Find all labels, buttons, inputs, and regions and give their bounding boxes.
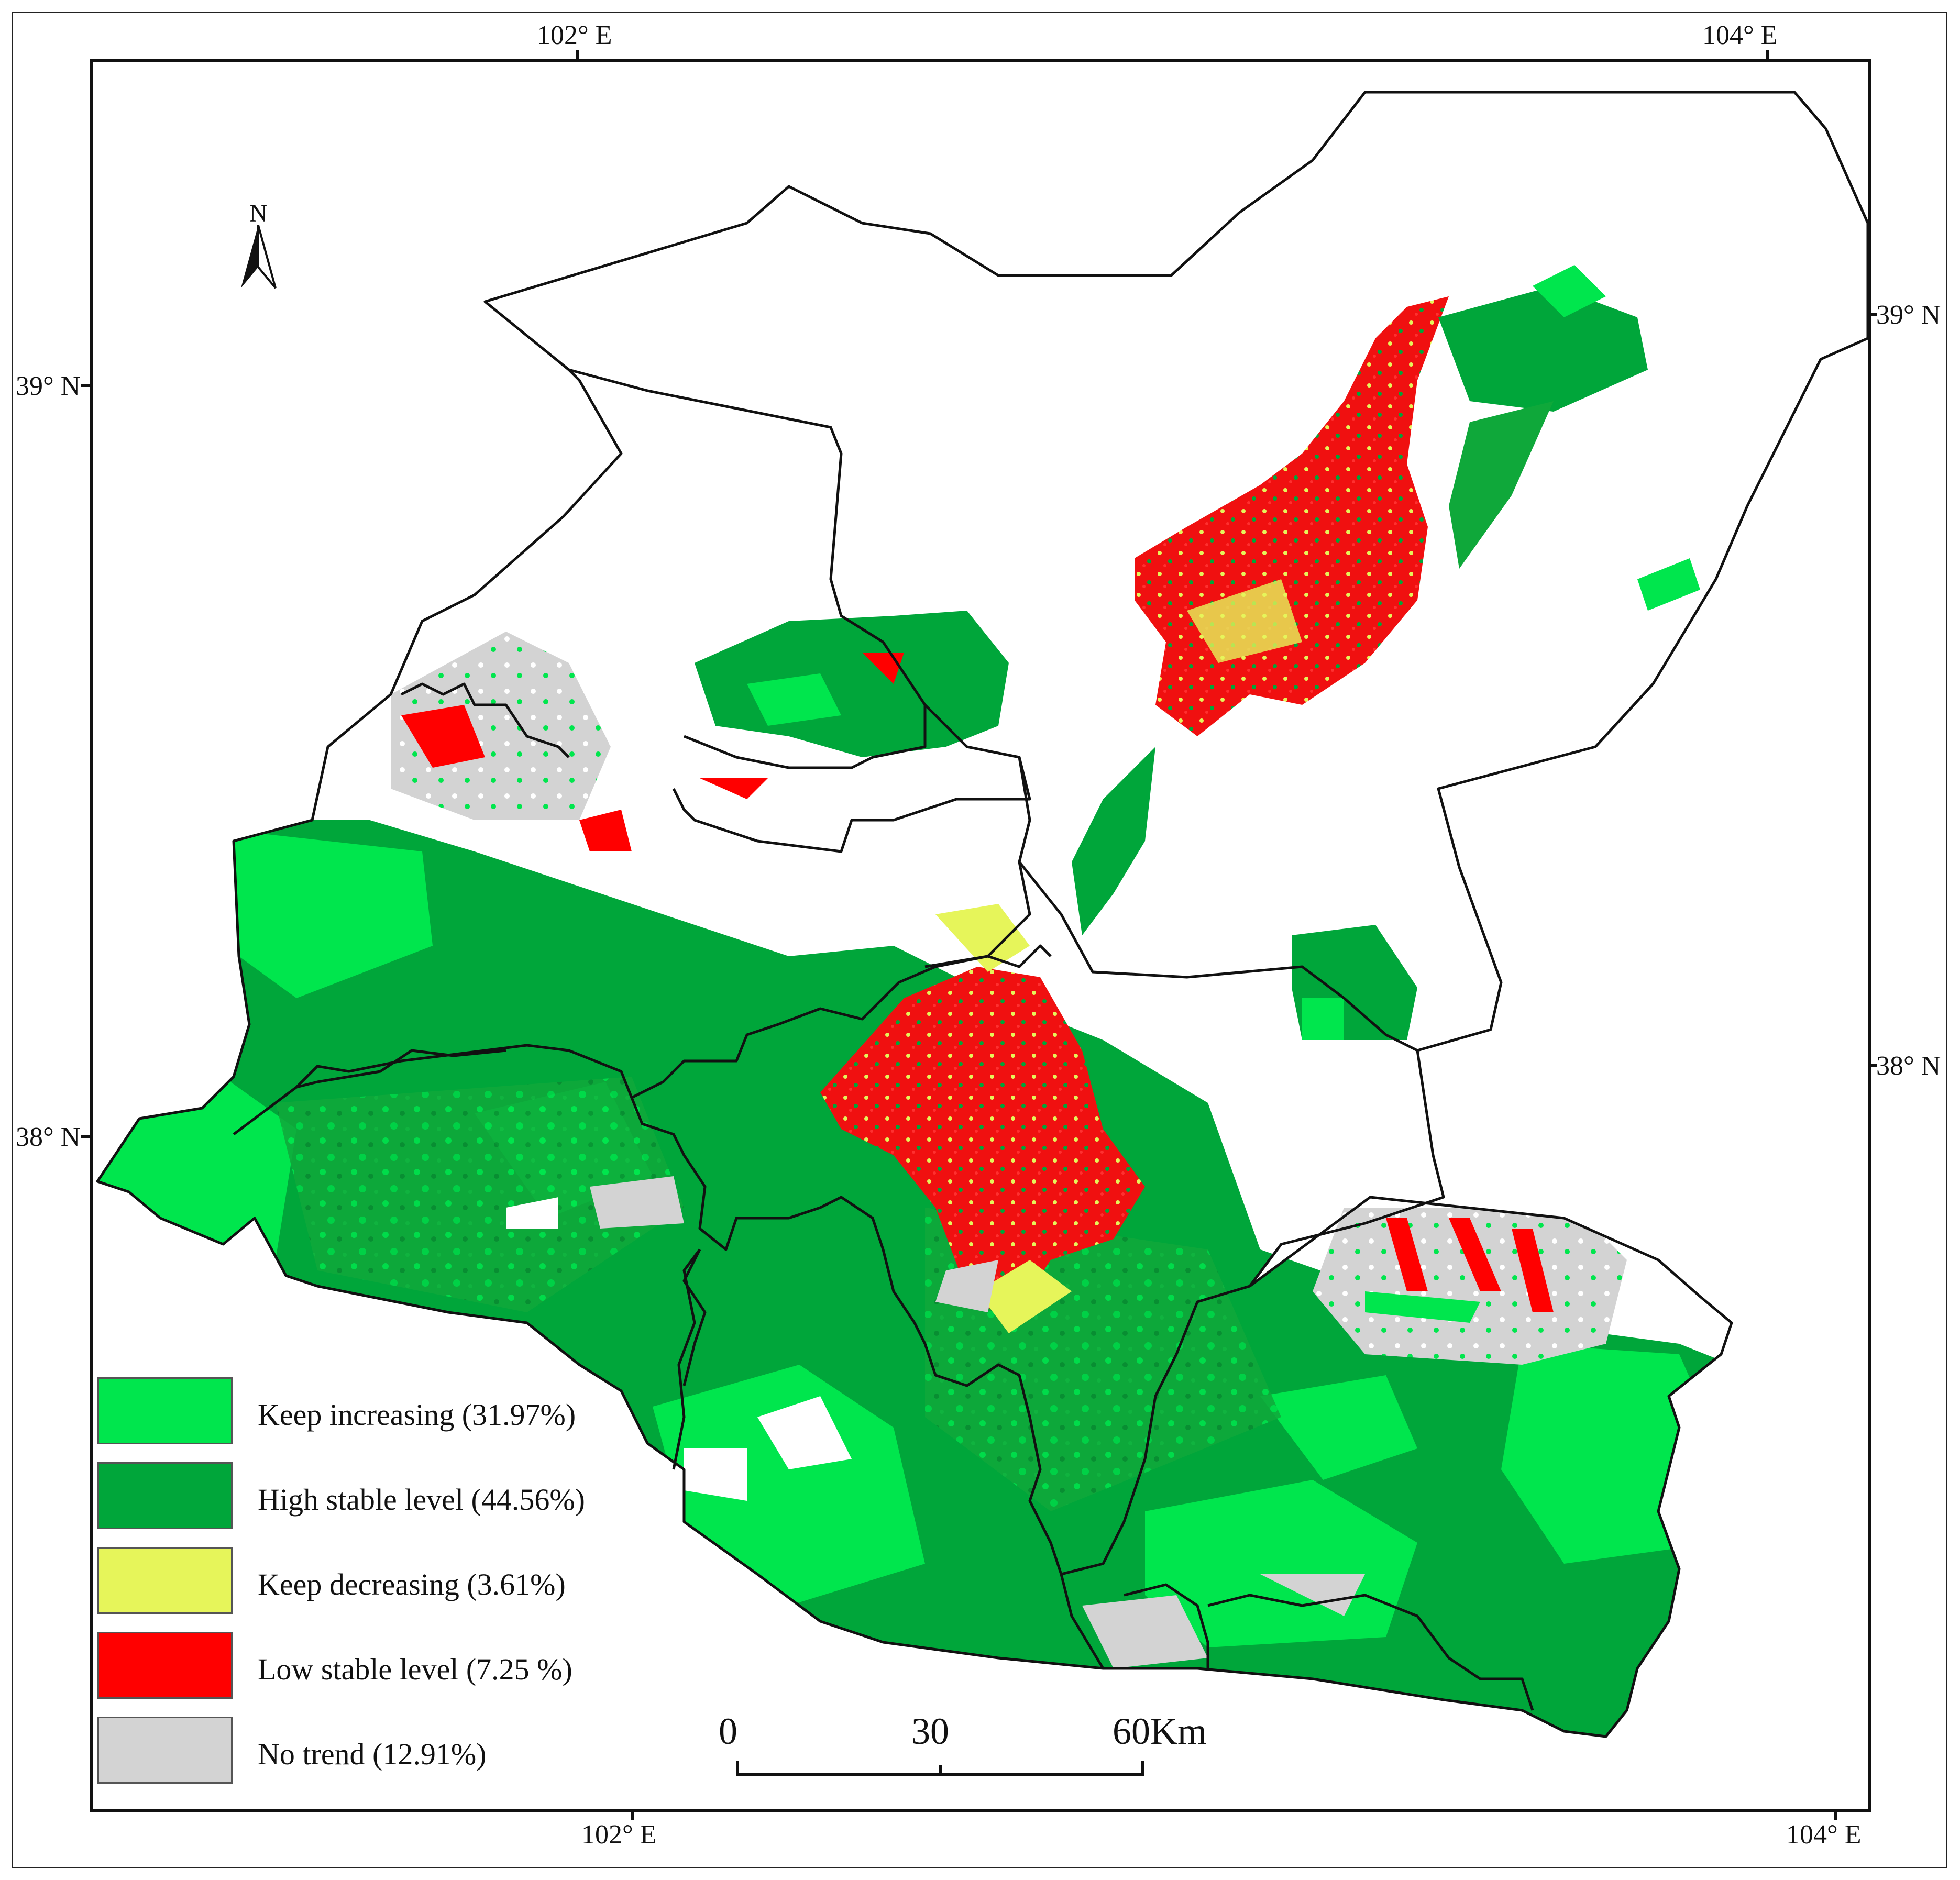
right-lat-label-38: 38° N: [1876, 1051, 1941, 1081]
scale-label-60: 60Km: [1113, 1710, 1207, 1752]
legend-label: High stable level (44.56%): [258, 1483, 585, 1517]
scale-bar: 0 30 60Km: [719, 1710, 1207, 1786]
bottom-tick-104: [1834, 1811, 1837, 1820]
right-tick-38: [1870, 1064, 1877, 1067]
map-frame: [90, 59, 1871, 1812]
left-tick-39: [81, 384, 91, 387]
legend-swatch: [97, 1462, 233, 1529]
scale-label-0: 0: [719, 1710, 737, 1752]
right-lat-label-39: 39° N: [1876, 300, 1941, 330]
left-tick-38: [81, 1135, 91, 1138]
legend-label: Keep increasing (31.97%): [258, 1398, 576, 1432]
right-tick-39: [1870, 313, 1877, 316]
north-arrow-icon: N: [235, 199, 282, 293]
legend-label: Low stable level (7.25 %): [258, 1652, 572, 1686]
legend-label: No trend (12.91%): [258, 1737, 487, 1771]
scale-label-30: 30: [911, 1710, 949, 1752]
legend-item: Low stable level (7.25 %): [97, 1632, 674, 1701]
legend-item: High stable level (44.56%): [97, 1462, 674, 1531]
legend-item: Keep increasing (31.97%): [97, 1377, 674, 1446]
legend-label: Keep decreasing (3.61%): [258, 1567, 566, 1601]
top-lon-label-102: 102° E: [537, 20, 612, 50]
top-lon-label-104: 104° E: [1702, 20, 1778, 50]
north-arrow-label: N: [249, 200, 268, 227]
top-tick-102: [576, 50, 579, 60]
vegetation-trend-map: [96, 91, 1868, 1738]
left-lat-label-38: 38° N: [16, 1122, 81, 1152]
bottom-tick-102: [631, 1811, 634, 1820]
legend-item: No trend (12.91%): [97, 1717, 674, 1786]
legend-swatch: [97, 1717, 233, 1784]
left-lat-label-39: 39° N: [16, 371, 81, 401]
legend-swatch: [97, 1632, 233, 1699]
top-tick-104: [1766, 50, 1769, 60]
bottom-lon-label-104: 104° E: [1786, 1820, 1862, 1850]
legend-swatch: [97, 1547, 233, 1614]
outer-frame: [12, 12, 1947, 1868]
legend-swatch: [97, 1377, 233, 1444]
bottom-lon-label-102: 102° E: [581, 1820, 657, 1850]
legend-item: Keep decreasing (3.61%): [97, 1547, 674, 1616]
